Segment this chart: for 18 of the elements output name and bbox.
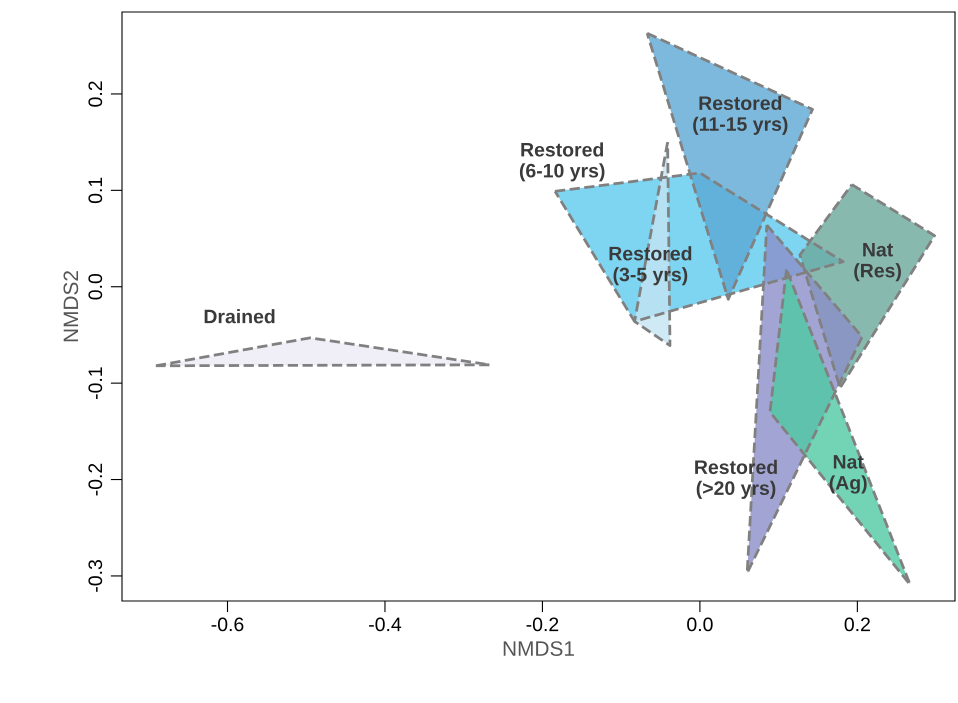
y-tick-label: 0.2 — [88, 81, 102, 107]
y-tick-label: -0.1 — [88, 367, 102, 400]
y-tick-label: 0.1 — [88, 178, 102, 204]
y-tick-label: -0.3 — [88, 560, 102, 592]
series-label: Restored (6-10 yrs) — [520, 142, 604, 182]
x-tick-label: -0.4 — [369, 617, 402, 632]
x-tick-label: -0.2 — [526, 617, 558, 632]
x-tick-label: 0.2 — [844, 617, 870, 632]
y-tick-label: 0.0 — [88, 274, 102, 300]
x-tick-label: -0.6 — [212, 617, 244, 632]
x-tick-label: 0.0 — [687, 617, 713, 632]
x-axis-title: NMDS1 — [504, 641, 574, 656]
y-axis-title: NMDS2 — [63, 271, 78, 342]
series-label: Restored (11-15 yrs) — [693, 96, 788, 135]
y-tick-label: -0.2 — [88, 464, 102, 496]
series-label: Drained — [204, 309, 274, 324]
series-label: Nat (Res) — [854, 242, 901, 282]
series-label: Nat (Ag) — [830, 455, 867, 494]
